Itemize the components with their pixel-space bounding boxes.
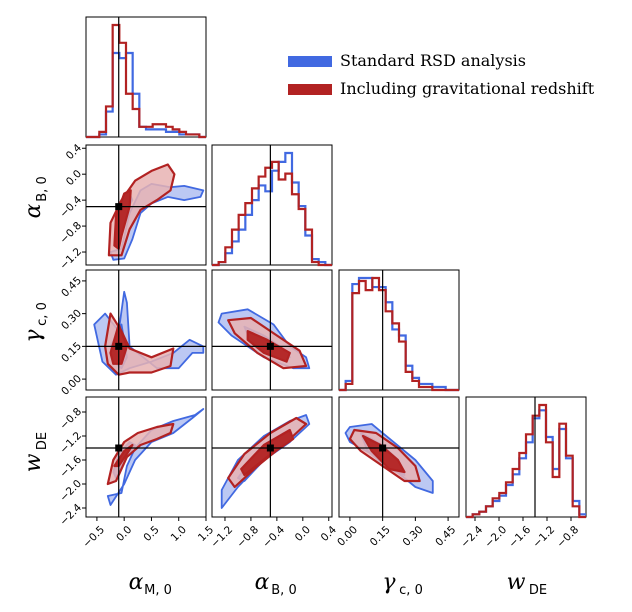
y-tick-label-wDE: −2.4 (58, 501, 85, 528)
truth-marker (115, 342, 123, 350)
x-tick-label-wDE: −1.6 (507, 524, 534, 551)
y-tick-label-aB: −0.4 (58, 194, 85, 221)
x-tick-label-wDE: −1.2 (531, 524, 558, 551)
legend-swatch-0 (288, 56, 332, 67)
x-tick-label-wDE: −0.8 (555, 524, 582, 551)
x-tick-label-aM: 0.5 (141, 524, 161, 544)
truth-marker (115, 444, 123, 452)
y-tick-label-aB: −0.8 (58, 220, 85, 247)
x-tick-label-aM: 0.0 (114, 524, 134, 544)
x-tick-label-aM: −0.5 (81, 524, 108, 551)
hist-step-standard-wDE (466, 409, 586, 519)
truth-marker (266, 342, 274, 350)
x-axis-sublabel-aB: B, 0 (271, 583, 296, 598)
contour-layer (217, 308, 311, 370)
contour-panel-aM-wDE (85, 396, 207, 518)
contour-panel-aM-aB (85, 144, 207, 266)
y-tick-label-wDE: −1.2 (58, 430, 85, 457)
x-tick-label-aB: −0.4 (261, 524, 288, 551)
truth-marker (115, 203, 123, 211)
y-tick-label-wDE: −1.6 (58, 453, 85, 480)
hist-frame (338, 269, 460, 391)
hist-step-gravz-aM (86, 23, 206, 139)
contour-gravz-68 (240, 428, 295, 477)
panel-frame (85, 396, 207, 518)
x-axis-sublabel-gc: c, 0 (399, 583, 423, 598)
x-axis-label-aB: α (255, 570, 270, 595)
x-tick-label-gc: 0.30 (401, 524, 426, 549)
y-axis-sub: DE (35, 432, 50, 450)
x-tick-label-wDE: −2.0 (483, 524, 510, 551)
y-tick-label-gc: 0.00 (59, 373, 84, 398)
x-tick-label-gc: 0.15 (368, 524, 393, 549)
hist-step-gravz-gc (339, 276, 459, 392)
y-tick-label-gc: 0.15 (59, 340, 84, 365)
x-tick-label-gc: 0.45 (433, 524, 458, 549)
panel-frame (211, 396, 333, 518)
contour-layer (93, 290, 205, 376)
contour-panel-aB-wDE (211, 396, 333, 518)
y-tick-label-gc: 0.30 (59, 307, 84, 332)
truth-marker (379, 444, 387, 452)
x-axis-label-wDE: w (507, 570, 526, 595)
hist-panel-wDE (465, 396, 587, 519)
legend-label-0: Standard RSD analysis (340, 51, 526, 70)
hist-panel-aB (211, 144, 333, 267)
y-tick-label-gc: 0.45 (59, 275, 84, 300)
panel-frame (85, 144, 207, 266)
y-tick-label-wDE: −0.8 (58, 406, 85, 433)
y-axis-symbol: γ (21, 329, 46, 343)
y-axis-sub: B, 0 (35, 176, 50, 201)
y-axis-label-wDE: w DE (21, 432, 50, 473)
contour-layer (220, 414, 311, 509)
x-axis-sublabel-wDE: DE (529, 583, 547, 598)
legend-label-1: Including gravitational redshift (340, 79, 595, 98)
y-tick-label-wDE: −2.0 (58, 478, 85, 505)
contour-layer (107, 163, 205, 261)
truth-marker (266, 444, 274, 452)
panel-frame (211, 269, 333, 391)
x-axis-label-gc: γ (382, 570, 396, 595)
contour-panel-aM-gc (85, 269, 207, 391)
panel-frame (85, 269, 207, 391)
y-tick-label-aB: 0.0 (64, 168, 84, 188)
x-tick-label-aB: 0.0 (293, 524, 313, 544)
y-axis-sub: c, 0 (35, 302, 50, 326)
x-tick-label-aB: −1.2 (209, 524, 236, 551)
hist-frame (465, 396, 587, 518)
x-axis-sublabel-aM: M, 0 (144, 583, 172, 598)
contour-gravz-95 (106, 422, 175, 486)
x-tick-label-aM: 1.0 (169, 524, 189, 544)
hist-panel-gc (338, 269, 460, 392)
contour-layer (106, 408, 205, 506)
hist-step-gravz-wDE (466, 403, 586, 519)
contour-standard-95 (106, 408, 205, 506)
panel-frame (338, 396, 460, 518)
contour-layer (344, 423, 434, 494)
hist-frame (85, 16, 207, 138)
contour-panel-aB-gc (211, 269, 333, 391)
y-tick-label-aB: −1.2 (58, 246, 85, 273)
y-tick-label-aB: 0.4 (64, 142, 85, 163)
x-tick-label-gc: 0.00 (335, 524, 360, 549)
hist-step-gravz-aB (212, 160, 332, 267)
y-axis-symbol: w (21, 453, 46, 472)
legend-swatch-1 (288, 84, 332, 95)
y-axis-symbol: α (21, 203, 46, 218)
hist-frame (211, 144, 333, 266)
hist-step-standard-aM (86, 51, 206, 139)
x-tick-label-aB: −0.8 (235, 524, 262, 551)
x-axis-label-aM: α (129, 570, 144, 595)
legend: Standard RSD analysis Including gravitati… (288, 51, 595, 98)
y-axis-label-aB: α B, 0 (21, 176, 50, 218)
y-axis-label-gc: γ c, 0 (21, 302, 50, 342)
hist-panel-aM (85, 16, 207, 139)
x-tick-label-wDE: −2.4 (459, 524, 486, 551)
contour-panel-gc-wDE (338, 396, 460, 518)
